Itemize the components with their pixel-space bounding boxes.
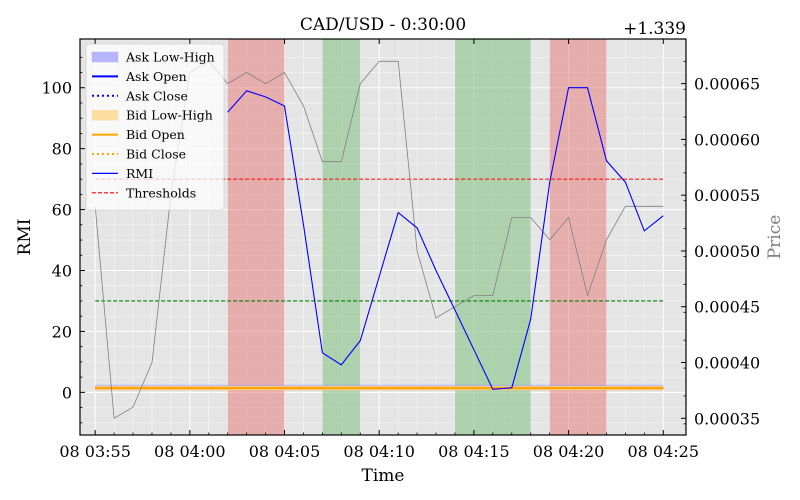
left-tick-label: 0: [62, 383, 72, 402]
right-tick-label: 0.00040: [694, 353, 760, 372]
x-tick-label: 08 04:00: [154, 442, 226, 461]
right-axis-offset-label: +1.339: [623, 19, 686, 39]
legend-label: RMI: [126, 166, 153, 181]
legend-label: Bid Open: [126, 127, 185, 142]
x-tick-label: 08 04:10: [343, 442, 415, 461]
legend-label: Thresholds: [126, 185, 196, 200]
right-tick-label: 0.00065: [694, 75, 760, 94]
left-tick-label: 60: [52, 201, 72, 220]
oversold-span: [322, 39, 361, 435]
left-tick-label: 40: [52, 262, 72, 281]
right-tick-label: 0.00045: [694, 298, 760, 317]
right-tick-label: 0.00035: [694, 409, 760, 428]
legend-swatch: [91, 109, 119, 121]
right-axis-ticks: 0.00035 0.00040 0.00045 0.00050 0.00055 0.000…: [681, 60, 760, 428]
plot-frame: [79, 38, 687, 436]
x-tick-label: 08 04:20: [533, 442, 605, 461]
x-axis-label: Time: [362, 466, 405, 486]
left-tick-label: 100: [41, 79, 72, 98]
legend-box: [85, 43, 225, 211]
legend-label: Ask Open: [125, 69, 187, 84]
x-tick-label: 08 04:25: [627, 442, 699, 461]
x-tick-label: 08 03:55: [59, 442, 131, 461]
left-axis-label: RMI: [15, 219, 35, 256]
right-tick-label: 0.00060: [694, 130, 760, 149]
left-tick-label: 20: [52, 322, 72, 341]
legend-swatch: [91, 51, 119, 63]
left-tick-label: 80: [52, 140, 72, 159]
legend: Ask Low-High Ask Open Ask Close Bid Low-Hig…: [85, 43, 225, 211]
right-tick-label: 0.00050: [694, 242, 760, 261]
legend-label: Bid Low-High: [126, 108, 213, 123]
left-axis-ticks: 0 20 40 60 80 100: [41, 56, 85, 424]
overbought-span: [549, 39, 607, 435]
x-tick-label: 08 04:15: [438, 442, 510, 461]
signal-spans: [227, 39, 607, 435]
legend-label: Ask Close: [125, 88, 188, 103]
x-axis-ticks: 08 03:55 08 04:00 08 04:05 08 04:10 08 04:15…: [59, 39, 699, 461]
right-tick-label: 0.00055: [694, 186, 760, 205]
overbought-span: [227, 39, 285, 435]
oversold-span: [454, 39, 531, 435]
right-axis-label: Price: [765, 215, 785, 260]
ask-bid-bands: [95, 384, 664, 391]
x-tick-label: 08 04:05: [249, 442, 321, 461]
chart-title: CAD/USD - 0:30:00: [300, 15, 466, 35]
legend-label: Ask Low-High: [125, 50, 215, 65]
rmi-line: [227, 87, 664, 390]
legend-label: Bid Close: [126, 147, 186, 162]
